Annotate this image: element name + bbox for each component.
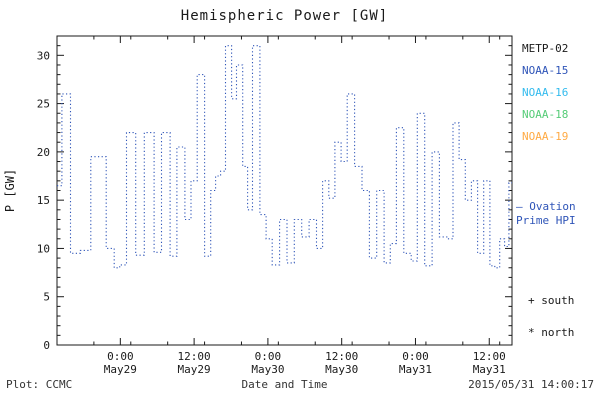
x-tick-date-label: May30 bbox=[325, 363, 358, 376]
south-symbol-label: + south bbox=[528, 294, 575, 307]
legend-satellite-label: NOAA-18 bbox=[522, 108, 569, 121]
north-symbol-label: * north bbox=[528, 326, 575, 339]
plot-source-label: Plot: CCMC bbox=[6, 378, 73, 391]
legend-satellite-label: NOAA-19 bbox=[522, 130, 569, 143]
page-title: Hemispheric Power [GW] bbox=[180, 8, 389, 24]
hpi-step-line bbox=[57, 45, 512, 269]
x-tick-date-label: May30 bbox=[251, 363, 284, 376]
plot-frame bbox=[56, 35, 513, 346]
ovation-legend-line1: – Ovation bbox=[516, 200, 576, 213]
y-tick-label: 0 bbox=[43, 339, 50, 352]
y-axis-title: P [GW] bbox=[3, 169, 17, 212]
x-tick-date-label: May31 bbox=[399, 363, 432, 376]
y-tick-label: 30 bbox=[37, 49, 50, 62]
y-tick-label: 5 bbox=[43, 291, 50, 304]
y-tick-label: 15 bbox=[37, 194, 50, 207]
y-tick-label: 20 bbox=[37, 146, 50, 159]
timestamp: 2015/05/31 14:00:17 bbox=[468, 378, 594, 391]
x-tick-date-label: May29 bbox=[104, 363, 137, 376]
legend-satellite-label: NOAA-15 bbox=[522, 64, 569, 77]
x-tick-time-label: 12:00 bbox=[473, 350, 506, 363]
x-tick-date-label: May31 bbox=[473, 363, 506, 376]
x-tick-time-label: 12:00 bbox=[178, 350, 211, 363]
y-tick-label: 25 bbox=[37, 98, 50, 111]
y-tick-label: 10 bbox=[37, 242, 50, 255]
x-tick-date-label: May29 bbox=[178, 363, 211, 376]
x-tick-time-label: 12:00 bbox=[325, 350, 358, 363]
x-axis-title: Date and Time bbox=[241, 378, 328, 391]
ovation-legend: – Ovation Prime HPI bbox=[516, 200, 576, 228]
legend-satellite-label: NOAA-16 bbox=[522, 86, 569, 99]
x-tick-time-label: 0:00 bbox=[107, 350, 134, 363]
ovation-legend-line2: Prime HPI bbox=[516, 214, 576, 227]
x-tick-time-label: 0:00 bbox=[255, 350, 282, 363]
satellite-legend: METP-02 NOAA-15 NOAA-16 NOAA-18 NOAA-19 bbox=[522, 38, 598, 148]
legend-satellite-label: METP-02 bbox=[522, 42, 569, 55]
x-tick-time-label: 0:00 bbox=[402, 350, 429, 363]
